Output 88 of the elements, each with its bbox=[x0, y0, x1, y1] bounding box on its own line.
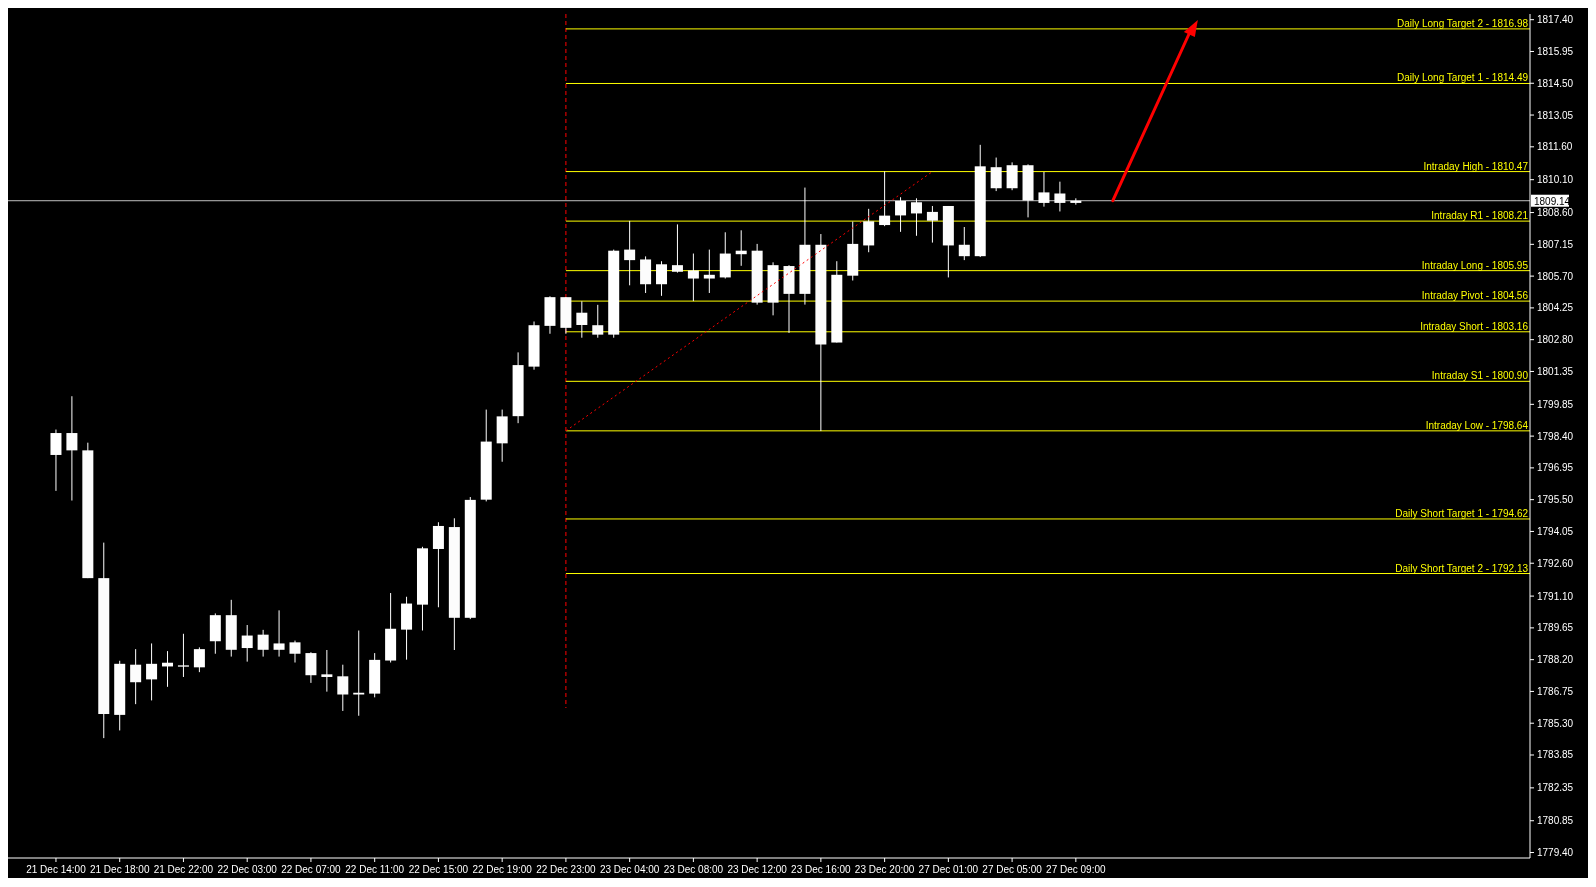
candlestick bbox=[257, 629, 269, 658]
ref-line-label: Intraday S1 - 1800.90 bbox=[1431, 370, 1529, 382]
x-tick-label: 22 Dec 03:00 bbox=[217, 864, 278, 875]
candlestick bbox=[990, 157, 1002, 192]
x-tick-label: 21 Dec 22:00 bbox=[153, 864, 214, 875]
candlestick bbox=[146, 642, 158, 701]
x-tick-label: 27 Dec 01:00 bbox=[918, 864, 979, 875]
y-tick-label: 1792.60 bbox=[1537, 557, 1574, 569]
candlestick bbox=[576, 300, 588, 339]
candlestick bbox=[193, 646, 205, 673]
y-tick-label: 1780.85 bbox=[1537, 815, 1574, 827]
ref-line-label: 1809.14 bbox=[1534, 195, 1571, 207]
y-tick-label: 1807.15 bbox=[1537, 238, 1574, 250]
x-tick-label: 27 Dec 05:00 bbox=[982, 864, 1043, 875]
ref-line-label: Intraday High - 1810.47 bbox=[1423, 160, 1529, 172]
y-tick-label: 1802.80 bbox=[1537, 334, 1574, 346]
candlestick bbox=[592, 304, 604, 339]
x-tick-label: 22 Dec 15:00 bbox=[408, 864, 469, 875]
ref-line-label: Daily Short Target 1 - 1794.62 bbox=[1395, 507, 1529, 519]
candlestick bbox=[432, 521, 444, 608]
y-tick-label: 1789.65 bbox=[1537, 622, 1574, 634]
y-tick-label: 1811.60 bbox=[1537, 141, 1573, 153]
candlestick bbox=[719, 231, 731, 280]
y-tick-label: 1813.05 bbox=[1537, 109, 1574, 121]
y-tick-label: 1786.75 bbox=[1537, 685, 1574, 697]
candlestick bbox=[1038, 171, 1050, 208]
ref-line-label: Intraday Long - 1805.95 bbox=[1421, 259, 1529, 271]
y-tick-label: 1805.70 bbox=[1537, 270, 1574, 282]
x-tick-label: 22 Dec 11:00 bbox=[345, 864, 405, 875]
x-tick-label: 21 Dec 18:00 bbox=[89, 864, 150, 875]
candlestick bbox=[879, 170, 891, 227]
y-tick-label: 1783.85 bbox=[1537, 749, 1574, 761]
y-tick-label: 1779.40 bbox=[1537, 847, 1574, 859]
candlestick bbox=[337, 664, 349, 712]
candlestick bbox=[50, 429, 62, 492]
ref-line-label: Daily Long Target 2 - 1816.98 bbox=[1396, 17, 1529, 29]
y-tick-label: 1810.10 bbox=[1537, 174, 1574, 186]
x-tick-label: 22 Dec 23:00 bbox=[536, 864, 597, 875]
x-tick-label: 22 Dec 07:00 bbox=[281, 864, 342, 875]
candlestick bbox=[895, 196, 907, 233]
candlestick bbox=[289, 640, 301, 664]
ref-line-label: Intraday R1 - 1808.21 bbox=[1431, 210, 1529, 222]
x-tick-label: 23 Dec 08:00 bbox=[663, 864, 724, 875]
y-tick-label: 1808.60 bbox=[1537, 207, 1574, 219]
candlestick bbox=[305, 651, 317, 684]
y-tick-label: 1817.40 bbox=[1537, 14, 1574, 26]
candlestick bbox=[1054, 181, 1066, 212]
candlestick bbox=[703, 249, 715, 294]
y-tick-label: 1785.30 bbox=[1537, 717, 1574, 729]
y-tick-label: 1794.05 bbox=[1537, 525, 1574, 537]
y-tick-label: 1795.50 bbox=[1537, 494, 1574, 506]
y-tick-label: 1796.95 bbox=[1537, 462, 1574, 474]
ref-line-label: Intraday Pivot - 1804.56 bbox=[1421, 290, 1529, 302]
x-tick-label: 22 Dec 19:00 bbox=[472, 864, 533, 875]
x-tick-label: 21 Dec 14:00 bbox=[26, 864, 87, 875]
candlestick bbox=[130, 648, 142, 705]
y-tick-label: 1798.40 bbox=[1537, 430, 1574, 442]
y-tick-label: 1804.25 bbox=[1537, 302, 1574, 314]
candlestick bbox=[910, 197, 922, 237]
candlestick bbox=[241, 624, 253, 663]
candlestick bbox=[624, 220, 636, 286]
x-tick-label: 23 Dec 16:00 bbox=[791, 864, 852, 875]
candlestick bbox=[66, 395, 78, 502]
candlestick bbox=[671, 223, 683, 274]
candlestick bbox=[958, 226, 970, 261]
candlestick bbox=[687, 253, 699, 302]
candlestick bbox=[177, 633, 189, 678]
candlestick bbox=[321, 649, 333, 693]
y-tick-label: 1788.20 bbox=[1537, 654, 1574, 666]
y-tick-label: 1782.35 bbox=[1537, 782, 1574, 794]
y-tick-label: 1814.50 bbox=[1537, 77, 1574, 89]
ref-line-label: Intraday Short - 1803.16 bbox=[1420, 320, 1529, 332]
candlestick bbox=[273, 609, 285, 658]
y-tick-label: 1815.95 bbox=[1537, 45, 1574, 57]
x-tick-label: 23 Dec 04:00 bbox=[599, 864, 660, 875]
ref-line-label: Daily Short Target 2 - 1792.13 bbox=[1395, 562, 1529, 574]
y-tick-label: 1791.10 bbox=[1537, 590, 1574, 602]
x-tick-label: 23 Dec 20:00 bbox=[854, 864, 915, 875]
candlestick bbox=[656, 260, 668, 297]
candlestick bbox=[1006, 161, 1018, 191]
candlestick bbox=[926, 205, 938, 244]
ref-line-label: Intraday Low - 1798.64 bbox=[1425, 419, 1529, 431]
ref-line-label: Daily Long Target 1 - 1814.49 bbox=[1396, 72, 1529, 84]
y-tick-label: 1799.85 bbox=[1537, 398, 1574, 410]
candlestick bbox=[353, 630, 365, 717]
x-tick-label: 27 Dec 09:00 bbox=[1046, 864, 1107, 875]
x-tick-label: 23 Dec 12:00 bbox=[727, 864, 788, 875]
y-tick-label: 1801.35 bbox=[1537, 365, 1574, 377]
